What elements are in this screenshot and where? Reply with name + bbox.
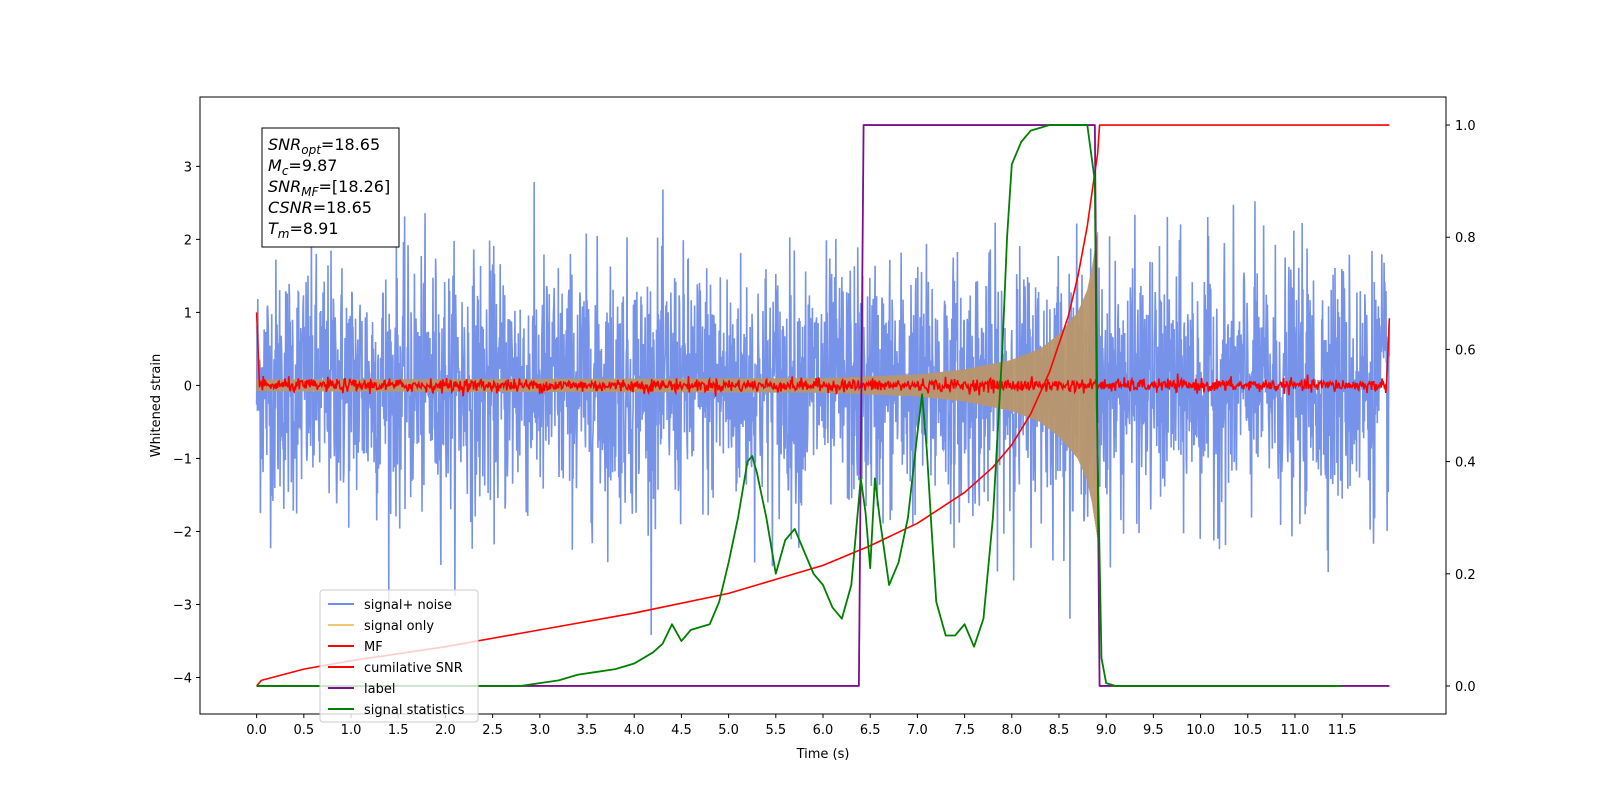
y2-tick-label: 0.4 bbox=[1455, 456, 1476, 471]
y-tick-label: −1 bbox=[173, 452, 192, 467]
x-tick-label: 9.5 bbox=[1143, 723, 1164, 738]
series-mf bbox=[255, 312, 1391, 397]
x-tick-label: 8.0 bbox=[1001, 723, 1022, 738]
y2-tick-label: 0.0 bbox=[1455, 680, 1476, 695]
x-axis: 0.0 0.5 1.0 1.5 2.0 2.5 3.0 3.5 4.0 4.5 5.0 5.5 6.0 6… bbox=[246, 714, 1357, 738]
y2-tick-label: 0.6 bbox=[1455, 343, 1476, 358]
y-tick-label: −3 bbox=[173, 598, 192, 613]
x-tick-label: 7.5 bbox=[954, 723, 975, 738]
annotation-line: SNRopt=18.65 bbox=[268, 135, 380, 157]
legend-label: label bbox=[364, 682, 395, 697]
y-tick-label: 3 bbox=[184, 160, 192, 175]
y-tick-label: 2 bbox=[184, 233, 192, 248]
y-axis-right: 1.0 0.8 0.6 0.4 0.2 0.0 bbox=[1446, 119, 1476, 695]
x-tick-label: 3.0 bbox=[529, 723, 550, 738]
y-tick-label: 0 bbox=[184, 379, 192, 394]
x-axis-label: Time (s) bbox=[796, 747, 850, 762]
y2-tick-label: 1.0 bbox=[1455, 119, 1476, 134]
x-tick-label: 0.0 bbox=[246, 723, 267, 738]
y-tick-label: 1 bbox=[184, 306, 192, 321]
x-tick-label: 5.5 bbox=[765, 723, 786, 738]
x-tick-label: 3.5 bbox=[577, 723, 598, 738]
x-tick-label: 2.0 bbox=[435, 723, 456, 738]
x-tick-label: 4.0 bbox=[624, 723, 645, 738]
x-tick-label: 1.0 bbox=[341, 723, 362, 738]
x-tick-label: 7.0 bbox=[907, 723, 928, 738]
annotation-line: Mc=9.87 bbox=[268, 156, 337, 178]
series-signal-statistics bbox=[256, 124, 1343, 687]
x-tick-label: 0.5 bbox=[293, 723, 314, 738]
x-tick-label: 4.5 bbox=[671, 723, 692, 738]
annotation-box: SNRopt=18.65Mc=9.87SNRMF=[18.26]CSNR=18.… bbox=[261, 127, 400, 248]
legend-label: signal only bbox=[364, 619, 434, 634]
y2-tick-label: 0.8 bbox=[1455, 231, 1476, 246]
x-tick-label: 10.5 bbox=[1233, 723, 1262, 738]
x-tick-label: 2.5 bbox=[482, 723, 503, 738]
x-tick-label: 1.5 bbox=[388, 723, 409, 738]
x-tick-label: 6.5 bbox=[860, 723, 881, 738]
y-axis-label: Whitened strain bbox=[149, 354, 164, 457]
legend-label: cumilative SNR bbox=[364, 661, 463, 676]
x-tick-label: 10.0 bbox=[1186, 723, 1215, 738]
y-tick-label: −2 bbox=[173, 525, 192, 540]
legend: signal+ noise signal only MF cumilative SNR… bbox=[319, 589, 479, 723]
x-tick-label: 6.0 bbox=[813, 723, 834, 738]
legend-frame bbox=[319, 589, 479, 723]
annotation-line: CSNR=18.65 bbox=[268, 198, 372, 217]
y-tick-label: −4 bbox=[173, 671, 192, 686]
x-tick-label: 9.0 bbox=[1096, 723, 1117, 738]
legend-label: signal statistics bbox=[364, 703, 465, 718]
legend-label: MF bbox=[364, 640, 383, 655]
annotation-line: Tm=8.91 bbox=[268, 219, 339, 241]
x-tick-label: 5.0 bbox=[718, 723, 739, 738]
y2-tick-label: 0.2 bbox=[1455, 568, 1476, 583]
annotation-line: SNRMF=[18.26] bbox=[268, 177, 390, 199]
x-tick-label: 11.0 bbox=[1280, 723, 1309, 738]
legend-label: signal+ noise bbox=[364, 598, 452, 613]
y-axis-left: 3 2 1 0 −1 −2 −3 −4 bbox=[173, 160, 200, 686]
x-tick-label: 11.5 bbox=[1328, 723, 1357, 738]
annotation-frame bbox=[261, 127, 400, 248]
x-tick-label: 8.5 bbox=[1049, 723, 1070, 738]
